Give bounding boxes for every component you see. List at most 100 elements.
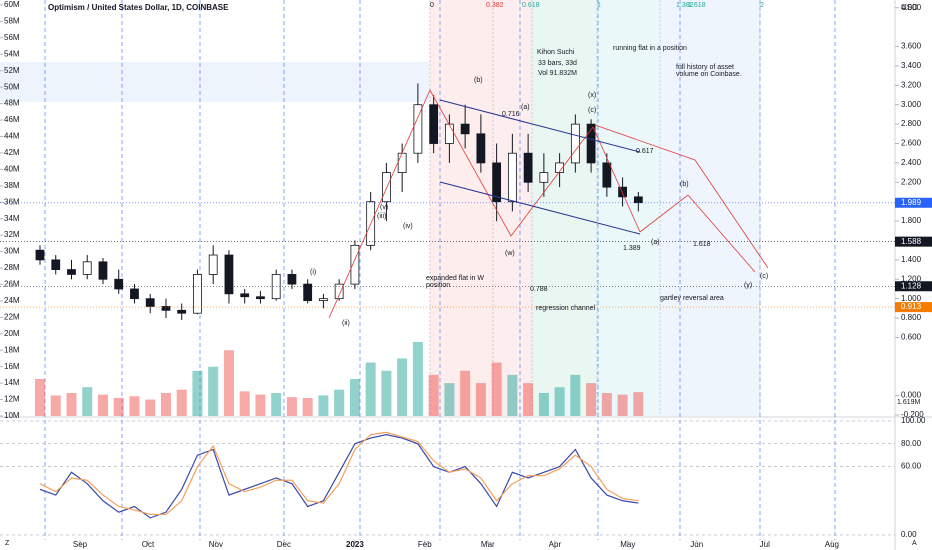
y2-tick-label: 60M bbox=[4, 0, 20, 9]
candle-body bbox=[98, 261, 108, 280]
volume-bar bbox=[82, 387, 93, 416]
wave-line bbox=[639, 194, 756, 273]
y-tick-label: 3.200 bbox=[901, 80, 922, 89]
annotation: 1 bbox=[597, 2, 601, 9]
volume-bar bbox=[586, 383, 597, 416]
y-tick-label: -0.200 bbox=[901, 410, 924, 419]
y-tick-label: 2.200 bbox=[901, 177, 922, 186]
volume-bar bbox=[239, 391, 250, 416]
candle-body bbox=[570, 123, 580, 164]
osc-tick-label: 100.00 bbox=[901, 416, 926, 425]
y2-tick-label: 28M bbox=[4, 263, 20, 272]
annotation: (iii) bbox=[377, 213, 386, 220]
x-tick-label: Feb bbox=[418, 540, 432, 549]
volume-bar bbox=[34, 379, 45, 416]
price-box-label: 1.128 bbox=[901, 281, 922, 290]
price-box bbox=[895, 197, 932, 208]
annotation: (v) bbox=[380, 204, 388, 211]
volume-bar bbox=[460, 370, 471, 416]
y2-tick-label: 30M bbox=[4, 247, 20, 256]
candle-body bbox=[130, 288, 139, 300]
candle-body bbox=[51, 259, 61, 270]
volume-bar bbox=[538, 392, 549, 416]
y2-tick-label: 18M bbox=[4, 345, 20, 354]
price-box bbox=[895, 302, 932, 313]
annotation: 0.617 bbox=[636, 148, 654, 155]
candle-body bbox=[224, 254, 234, 295]
y2-tick-label: 32M bbox=[4, 230, 20, 239]
y2-tick-label: 44M bbox=[4, 132, 20, 141]
annotation: (b) bbox=[474, 77, 483, 84]
candle-body bbox=[35, 249, 45, 261]
y-tick-label: 2.400 bbox=[901, 158, 922, 167]
x-tick-label: Oct bbox=[142, 540, 155, 549]
y2-tick-label: 46M bbox=[4, 115, 20, 124]
annotation: (c) bbox=[760, 273, 768, 280]
volume-bar bbox=[381, 370, 392, 416]
y-tick-label: 1.400 bbox=[901, 255, 922, 264]
candle-body bbox=[334, 283, 344, 300]
volume-bar bbox=[192, 370, 203, 416]
candle-body bbox=[555, 162, 565, 174]
volume-bar bbox=[507, 374, 518, 416]
y2-tick-label: 16M bbox=[4, 362, 20, 371]
volume-bar bbox=[601, 392, 612, 416]
fib-zone bbox=[597, 0, 660, 416]
y2-tick-label: 48M bbox=[4, 99, 20, 108]
annotation: 0 bbox=[430, 2, 434, 9]
price-box-label: 1.588 bbox=[901, 237, 922, 246]
y-tick-label: 3.000 bbox=[901, 100, 922, 109]
volume-bar bbox=[50, 395, 61, 416]
annotation: volume on Coinbase. bbox=[676, 71, 742, 78]
annotation: (ii) bbox=[342, 320, 350, 327]
y2-tick-label: 36M bbox=[4, 197, 20, 206]
candle-body bbox=[145, 298, 155, 307]
annotation: 1.389 bbox=[623, 245, 641, 252]
volume-bar bbox=[318, 395, 329, 416]
candle-body bbox=[303, 283, 313, 302]
annotation: regression channel bbox=[536, 305, 596, 312]
volume-bar bbox=[523, 383, 534, 416]
volume-bar bbox=[475, 383, 486, 416]
volume-bar bbox=[397, 358, 408, 416]
candle-body bbox=[161, 306, 171, 311]
volume-bar bbox=[365, 362, 376, 416]
y2-tick-label: 10M bbox=[4, 411, 20, 420]
y2-tick-label: 34M bbox=[4, 214, 20, 223]
volume-bar bbox=[491, 362, 502, 416]
y2-tick-label: 22M bbox=[4, 312, 20, 321]
annotation: 1.618 bbox=[688, 2, 706, 9]
annotation: 1.619M bbox=[897, 399, 921, 406]
channel-bottom bbox=[439, 181, 641, 235]
annotation: gartley reversal area bbox=[660, 295, 724, 302]
volume-bar bbox=[176, 389, 187, 416]
y2-tick-label: 26M bbox=[4, 280, 20, 289]
candle-body bbox=[287, 274, 297, 285]
price-box-label: 1.989 bbox=[901, 198, 922, 207]
candle-body bbox=[256, 296, 265, 300]
volume-bar bbox=[160, 392, 171, 416]
volume-bar bbox=[617, 394, 628, 416]
y-tick-label: 0.000 bbox=[901, 391, 922, 400]
y-tick-label: 1.200 bbox=[901, 274, 922, 283]
candle-body bbox=[208, 254, 218, 275]
y2-tick-label: 58M bbox=[4, 16, 20, 25]
osc-line bbox=[39, 431, 639, 516]
x-tick-label: Aug bbox=[825, 540, 839, 549]
price-box bbox=[895, 236, 932, 247]
volume-bar bbox=[302, 397, 313, 416]
annotation: 0.618 bbox=[522, 2, 540, 9]
channel-top bbox=[439, 99, 641, 153]
annotation: 2 bbox=[760, 2, 764, 9]
y2-tick-label: 24M bbox=[4, 296, 20, 305]
candle-body bbox=[193, 274, 202, 314]
candle-body bbox=[523, 152, 533, 183]
y2-tick-label: 42M bbox=[4, 148, 20, 157]
candle-body bbox=[429, 104, 439, 144]
volume-bar bbox=[271, 392, 282, 416]
x-tick-label: Jun bbox=[690, 540, 703, 549]
candle-body bbox=[444, 123, 454, 144]
annotation: (b) bbox=[680, 181, 689, 188]
candle-body bbox=[82, 261, 92, 275]
annotation: A bbox=[912, 540, 917, 547]
